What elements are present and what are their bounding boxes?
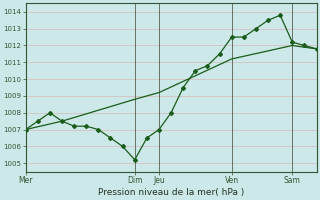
X-axis label: Pression niveau de la mer( hPa ): Pression niveau de la mer( hPa ) [98, 188, 244, 197]
